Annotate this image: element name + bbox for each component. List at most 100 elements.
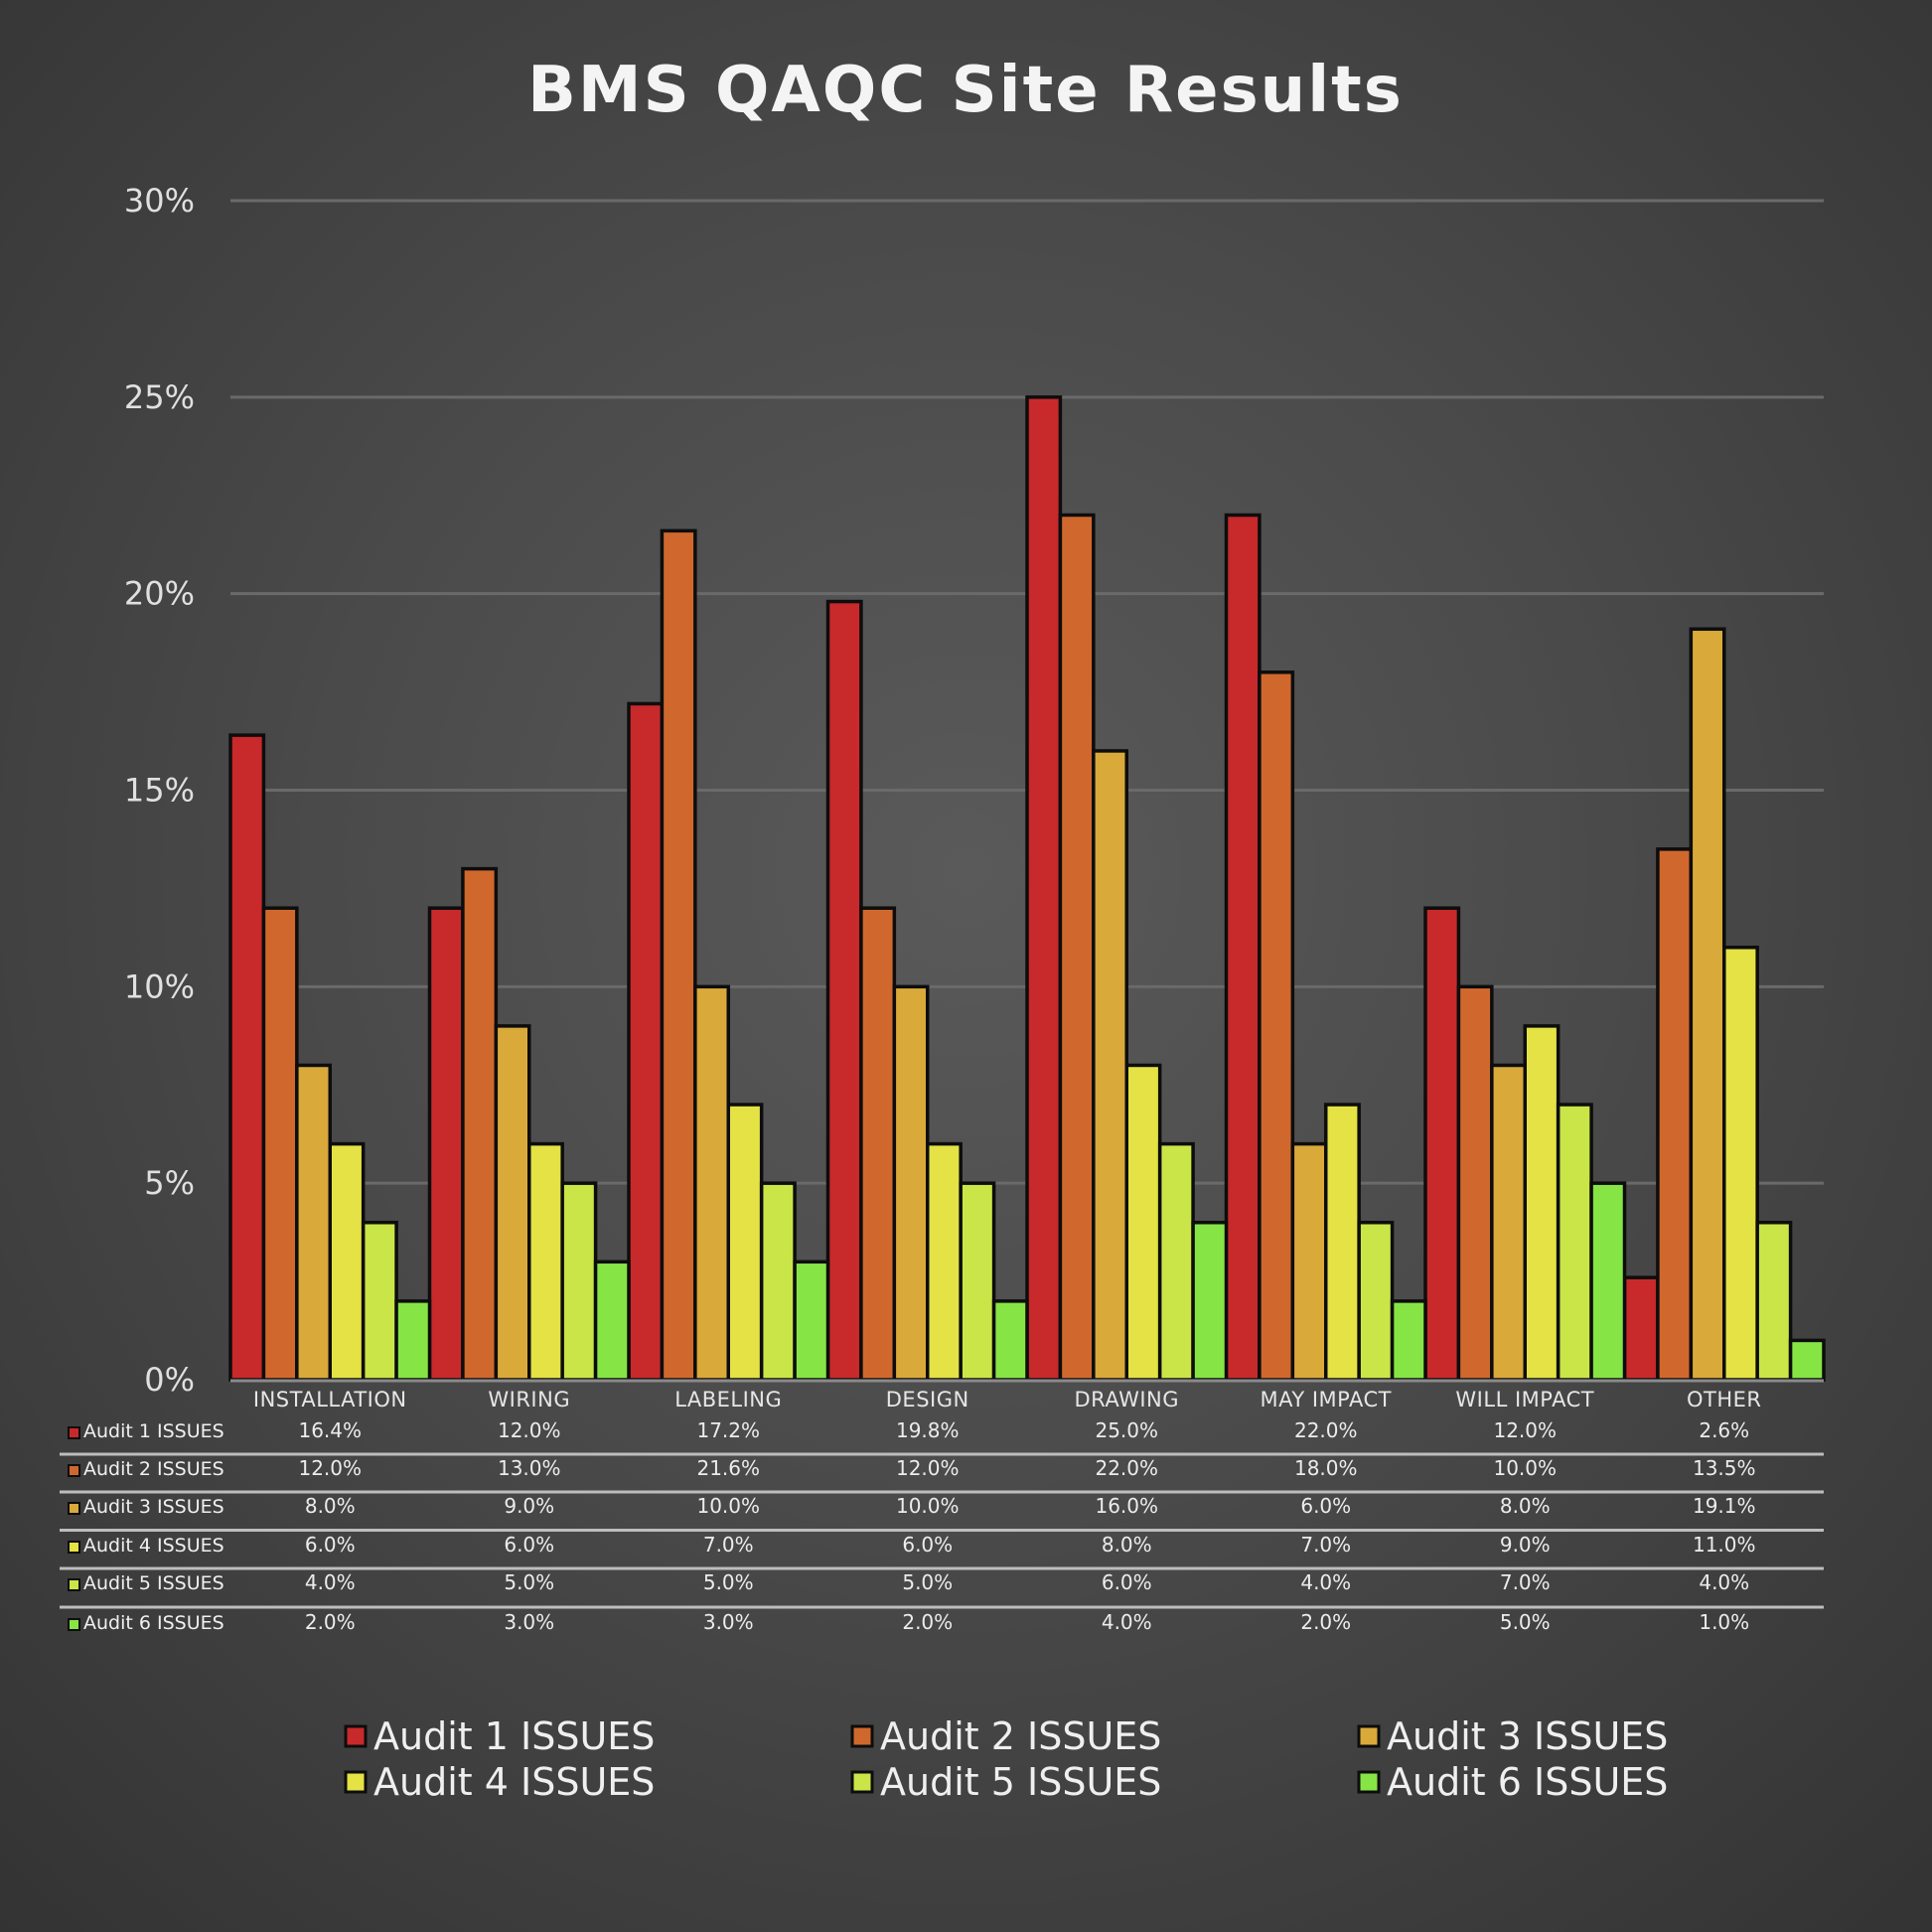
table-cell: 19.1% xyxy=(1693,1494,1756,1518)
table-cell: 19.8% xyxy=(896,1418,960,1442)
table-cell: 1.0% xyxy=(1699,1610,1749,1634)
table-row-label: Audit 3 ISSUES xyxy=(83,1496,224,1518)
y-tick-label: 15% xyxy=(124,772,195,810)
bar xyxy=(1390,1299,1427,1382)
bar xyxy=(394,1299,432,1382)
table-cell: 7.0% xyxy=(1500,1570,1551,1594)
data-table: Audit 1 ISSUES 16.4% 12.0% 17.2% 19.8% 25.0% 2… xyxy=(60,1418,1824,1634)
bar xyxy=(793,1260,830,1382)
bar xyxy=(859,906,897,1382)
bar xyxy=(1456,984,1494,1382)
bar xyxy=(991,1299,1029,1382)
table-cell: 9.0% xyxy=(504,1494,554,1518)
bar xyxy=(328,1141,366,1382)
legend-swatch xyxy=(1357,1770,1381,1794)
bar xyxy=(1788,1338,1826,1382)
table-cell: 11.0% xyxy=(1693,1533,1756,1557)
table-cell: 5.0% xyxy=(902,1570,953,1594)
bar xyxy=(1025,395,1063,1382)
bar xyxy=(1689,627,1726,1382)
table-cell: 7.0% xyxy=(1300,1533,1351,1557)
bar xyxy=(527,1141,564,1382)
bar xyxy=(1589,1181,1627,1382)
bar xyxy=(1755,1220,1793,1382)
table-row-label: Audit 4 ISSUES xyxy=(83,1535,224,1557)
table-cell: 5.0% xyxy=(504,1570,554,1594)
bar xyxy=(1423,906,1461,1382)
legend-entry: Audit 3 ISSUES xyxy=(1387,1714,1668,1758)
table-row-label: Audit 1 ISSUES xyxy=(83,1420,224,1442)
bar xyxy=(660,528,697,1382)
y-tick-label: 30% xyxy=(124,182,195,220)
y-tick-label: 5% xyxy=(144,1164,195,1202)
bar xyxy=(1622,1275,1660,1382)
bar xyxy=(1258,670,1295,1382)
table-cell: 16.0% xyxy=(1095,1494,1158,1518)
table-cell: 4.0% xyxy=(1699,1570,1749,1594)
x-tick-label: MAY IMPACT xyxy=(1261,1388,1392,1412)
bar xyxy=(627,701,665,1382)
table-row-label: Audit 6 ISSUES xyxy=(83,1612,224,1634)
bar xyxy=(461,866,499,1382)
y-axis-tick-labels: 0% 5% 10% 15% 20% 25% 30% xyxy=(124,182,195,1399)
table-cell: 6.0% xyxy=(504,1533,554,1557)
x-tick-label: OTHER xyxy=(1687,1388,1762,1412)
table-legend-key xyxy=(68,1426,80,1439)
table-cell: 4.0% xyxy=(305,1570,356,1594)
table-cell: 9.0% xyxy=(1500,1533,1551,1557)
x-tick-label: INSTALLATION xyxy=(253,1388,407,1412)
bar xyxy=(1124,1063,1162,1382)
table-cell: 2.0% xyxy=(1300,1610,1351,1634)
table-legend-key xyxy=(68,1502,80,1515)
bar xyxy=(228,733,266,1382)
table-cell: 25.0% xyxy=(1095,1418,1158,1442)
bar xyxy=(1290,1141,1328,1382)
table-cell: 22.0% xyxy=(1095,1456,1158,1480)
legend-entry: Audit 4 ISSUES xyxy=(373,1760,655,1804)
table-cell: 3.0% xyxy=(504,1610,554,1634)
table-cell: 12.0% xyxy=(896,1456,960,1480)
table-cell: 8.0% xyxy=(1102,1533,1152,1557)
bar xyxy=(593,1260,631,1382)
bar xyxy=(560,1181,598,1382)
bar xyxy=(1092,749,1129,1382)
table-row-label: Audit 5 ISSUES xyxy=(83,1572,224,1594)
legend-swatch xyxy=(344,1724,368,1748)
table-cell: 2.0% xyxy=(902,1610,953,1634)
table-cell: 6.0% xyxy=(1102,1570,1152,1594)
table-cell: 5.0% xyxy=(1500,1610,1551,1634)
legend: Audit 1 ISSUES Audit 2 ISSUES Audit 3 ISSU… xyxy=(344,1714,1668,1804)
table-cell: 5.0% xyxy=(703,1570,754,1594)
bar xyxy=(959,1181,996,1382)
legend-swatch xyxy=(850,1724,874,1748)
x-tick-label: DESIGN xyxy=(886,1388,969,1412)
x-tick-label: WILL IMPACT xyxy=(1455,1388,1594,1412)
bar xyxy=(494,1024,531,1382)
bar xyxy=(1224,513,1262,1382)
table-cell: 18.0% xyxy=(1294,1456,1358,1480)
y-tick-label: 10% xyxy=(124,967,195,1005)
table-cell: 13.0% xyxy=(498,1456,561,1480)
bar xyxy=(1656,847,1694,1382)
x-tick-label: DRAWING xyxy=(1074,1388,1179,1412)
table-cell: 12.0% xyxy=(298,1456,362,1480)
table-cell: 2.6% xyxy=(1699,1418,1749,1442)
bar xyxy=(1157,1141,1195,1382)
table-cell: 6.0% xyxy=(1300,1494,1351,1518)
bar xyxy=(1722,946,1759,1382)
bar xyxy=(1191,1220,1229,1382)
table-cell: 22.0% xyxy=(1294,1418,1358,1442)
legend-swatch xyxy=(344,1770,368,1794)
table-cell: 21.6% xyxy=(696,1456,760,1480)
table-legend-key xyxy=(68,1578,80,1591)
y-tick-label: 20% xyxy=(124,575,195,613)
table-cell: 6.0% xyxy=(305,1533,356,1557)
y-tick-label: 0% xyxy=(144,1361,195,1399)
bar xyxy=(759,1181,797,1382)
bar xyxy=(1058,513,1096,1382)
table-cell: 6.0% xyxy=(902,1533,953,1557)
table-cell: 8.0% xyxy=(1500,1494,1551,1518)
table-cell: 10.0% xyxy=(696,1494,760,1518)
table-cell: 17.2% xyxy=(696,1418,760,1442)
legend-swatch xyxy=(850,1770,874,1794)
